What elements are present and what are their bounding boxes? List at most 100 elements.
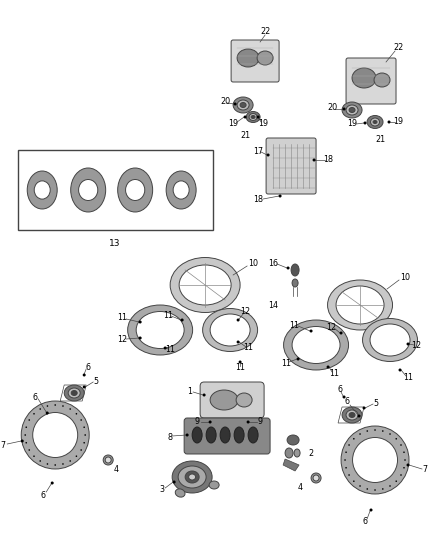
Ellipse shape [25,434,26,436]
Ellipse shape [33,455,35,457]
Text: 6: 6 [41,490,46,499]
Text: 12: 12 [117,335,127,344]
Ellipse shape [209,481,219,489]
Text: 18: 18 [323,156,333,165]
Ellipse shape [353,438,355,440]
Ellipse shape [370,324,410,356]
Ellipse shape [341,426,409,494]
Ellipse shape [39,408,41,410]
Ellipse shape [164,346,166,350]
Ellipse shape [233,97,253,113]
Ellipse shape [244,116,247,118]
Ellipse shape [68,388,80,398]
Ellipse shape [206,427,216,443]
Ellipse shape [139,336,141,340]
Ellipse shape [374,73,390,87]
Ellipse shape [39,460,41,462]
Ellipse shape [292,279,298,287]
Text: 1: 1 [187,387,193,397]
Ellipse shape [71,168,106,212]
Ellipse shape [21,401,89,469]
Text: 20: 20 [327,103,337,112]
Ellipse shape [21,440,24,442]
FancyBboxPatch shape [231,40,279,82]
Ellipse shape [51,481,54,484]
Ellipse shape [346,105,358,115]
Ellipse shape [127,305,193,355]
Ellipse shape [47,405,48,407]
Ellipse shape [240,102,246,108]
Ellipse shape [54,464,56,466]
Ellipse shape [336,286,384,324]
Ellipse shape [364,122,367,125]
Text: 18: 18 [253,196,263,205]
Ellipse shape [166,171,196,209]
Polygon shape [283,459,299,471]
Ellipse shape [297,358,300,360]
Ellipse shape [286,266,290,270]
Ellipse shape [25,426,27,428]
Text: 11: 11 [165,345,175,354]
Ellipse shape [172,461,212,493]
Text: 21: 21 [240,131,250,140]
Ellipse shape [173,481,176,483]
Ellipse shape [64,385,84,401]
Text: 7: 7 [422,465,427,474]
Ellipse shape [353,438,398,482]
Ellipse shape [209,419,215,424]
Ellipse shape [396,438,397,440]
Text: 19: 19 [228,118,238,127]
Ellipse shape [33,413,35,415]
Ellipse shape [78,180,98,200]
Text: 4: 4 [297,483,303,492]
Ellipse shape [170,257,240,312]
Ellipse shape [352,68,376,88]
Ellipse shape [25,442,27,443]
Ellipse shape [76,455,77,457]
Text: 6: 6 [86,362,91,372]
Ellipse shape [399,368,402,372]
Ellipse shape [285,448,293,458]
Ellipse shape [406,464,410,466]
Text: 5: 5 [94,376,99,385]
Text: 7: 7 [1,440,6,449]
Ellipse shape [28,449,30,451]
Ellipse shape [69,460,71,462]
Text: 6: 6 [363,518,367,527]
Ellipse shape [46,411,49,415]
Ellipse shape [367,116,383,128]
Ellipse shape [400,474,402,476]
Ellipse shape [247,421,250,424]
Ellipse shape [203,309,258,351]
Text: 10: 10 [400,272,410,281]
Ellipse shape [189,474,196,480]
Text: 2: 2 [308,448,314,457]
Ellipse shape [311,473,321,483]
Ellipse shape [139,320,141,324]
Ellipse shape [367,430,368,432]
Text: 6: 6 [345,398,350,407]
Ellipse shape [328,280,392,330]
Ellipse shape [233,102,237,106]
Text: 11: 11 [243,343,253,352]
Ellipse shape [28,419,30,421]
Text: 6: 6 [33,392,38,401]
Ellipse shape [344,459,346,461]
Ellipse shape [71,391,77,395]
Ellipse shape [76,413,77,415]
Text: 4: 4 [114,465,119,474]
Ellipse shape [374,429,376,431]
Text: 11: 11 [163,311,173,319]
Text: 12: 12 [411,341,421,350]
Ellipse shape [34,181,50,199]
Ellipse shape [366,451,384,469]
Ellipse shape [291,264,299,276]
Ellipse shape [237,319,240,321]
Ellipse shape [48,431,52,435]
Ellipse shape [239,360,242,364]
Ellipse shape [47,463,48,465]
Text: 9: 9 [258,417,263,426]
Ellipse shape [69,408,71,410]
Ellipse shape [371,118,380,126]
Ellipse shape [203,393,205,397]
